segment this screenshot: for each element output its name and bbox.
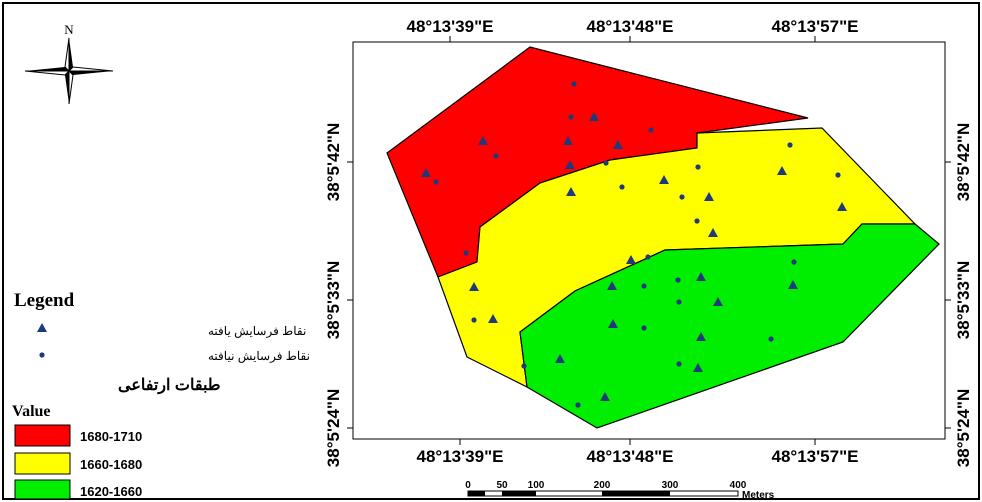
lon-label-top-1: 48°13'39"E — [407, 17, 494, 36]
eroded-point-marker — [589, 112, 599, 121]
lat-label-left-1: 38°5'42"N — [324, 123, 343, 201]
scale-tick-200: 200 — [594, 480, 611, 491]
lat-label-right-2: 38°5'33"N — [954, 261, 973, 339]
non-eroded-point-marker — [787, 142, 793, 148]
elevation-zones — [386, 46, 940, 429]
legend-class-low: 1620-1660 — [80, 484, 142, 499]
eroded-point-marker — [613, 140, 623, 149]
triangle-icon — [37, 323, 47, 332]
eroded-point-marker — [659, 175, 669, 184]
eroded-point-marker — [555, 354, 565, 363]
lon-label-bottom-2: 48°13'48"E — [587, 447, 674, 466]
eroded-points — [421, 112, 847, 401]
longitude-labels-bottom: 48°13'39"E 48°13'48"E 48°13'57"E — [417, 439, 859, 466]
legend-class-high: 1680-1710 — [80, 429, 142, 444]
lon-label-top-3: 48°13'57"E — [772, 17, 859, 36]
non-eroded-point-marker — [675, 277, 681, 283]
eroded-point-marker — [837, 202, 847, 211]
non-eroded-point-marker — [768, 336, 774, 342]
non-eroded-point-marker — [641, 283, 647, 289]
scale-tick-0: 0 — [465, 480, 471, 491]
legend-not-found-label: نقاط فرسایش نیافته — [208, 349, 310, 363]
non-eroded-point-marker — [433, 179, 439, 185]
non-eroded-point-marker — [619, 184, 625, 190]
zone-1620-1660 — [519, 223, 940, 429]
scale-tick-300: 300 — [662, 480, 679, 491]
lat-label-left-2: 38°5'33"N — [324, 261, 343, 339]
non-eroded-point-marker — [463, 250, 469, 256]
non-eroded-point-marker — [791, 259, 797, 265]
non-eroded-point-marker — [679, 194, 685, 200]
non-eroded-point-marker — [493, 153, 499, 159]
latitude-labels-right: 38°5'42"N 38°5'33"N 38°5'24"N — [945, 123, 973, 467]
legend-swatch-mid — [14, 452, 71, 475]
eroded-point-marker — [565, 160, 575, 169]
eroded-point-marker — [608, 319, 618, 328]
longitude-labels-top: 48°13'39"E 48°13'48"E 48°13'57"E — [407, 17, 859, 42]
legend-layers-title: طبقات ارتفاعی — [118, 377, 221, 395]
eroded-point-marker — [488, 314, 498, 323]
dot-icon — [39, 352, 45, 358]
lat-label-right-3: 38°5'24"N — [954, 389, 973, 467]
eroded-point-marker — [696, 272, 706, 281]
eroded-point-marker — [600, 392, 610, 401]
scale-tick-50: 50 — [496, 480, 508, 491]
lat-label-right-1: 38°5'42"N — [954, 123, 973, 201]
latitude-labels-left: 38°5'42"N 38°5'33"N 38°5'24"N — [324, 123, 353, 467]
eroded-point-marker — [566, 187, 576, 196]
legend-title: Legend — [14, 290, 75, 311]
eroded-point-marker — [713, 297, 723, 306]
eroded-point-marker — [421, 168, 431, 177]
eroded-point-marker — [626, 255, 636, 264]
non-eroded-point-marker — [603, 160, 609, 166]
legend-found-label: نقاط فرسایش یافته — [208, 324, 306, 338]
eroded-point-marker — [469, 282, 479, 291]
scale-tick-400: 400 — [730, 480, 747, 491]
legend-class-mid: 1660-1680 — [80, 457, 142, 472]
map-frame — [352, 41, 946, 440]
eroded-point-marker — [607, 281, 617, 290]
eroded-point-marker — [696, 332, 706, 341]
lat-label-left-3: 38°5'24"N — [324, 389, 343, 467]
eroded-point-marker — [777, 166, 787, 175]
legend: Legend نقاط فرسایش یافته نقاط فرسایش نیا… — [12, 290, 310, 500]
non-eroded-point-marker — [676, 299, 682, 305]
north-arrow-icon: N — [24, 22, 114, 105]
lon-label-bottom-1: 48°13'39"E — [417, 447, 504, 466]
non-eroded-point-marker — [471, 317, 477, 323]
eroded-point-marker — [788, 280, 798, 289]
scale-units: Meters — [742, 490, 775, 501]
legend-swatch-low — [14, 479, 71, 500]
non-eroded-point-marker — [648, 127, 654, 133]
eroded-point-marker — [704, 192, 714, 201]
legend-value-label: Value — [12, 403, 51, 420]
non-eroded-point-marker — [676, 361, 682, 367]
eroded-point-marker — [693, 363, 703, 372]
non-eroded-point-marker — [571, 81, 577, 87]
north-label: N — [64, 22, 74, 37]
non-eroded-point-marker — [521, 363, 527, 369]
legend-swatch-high — [14, 424, 71, 447]
lon-label-bottom-3: 48°13'57"E — [772, 447, 859, 466]
lon-label-top-2: 48°13'48"E — [587, 17, 674, 36]
non-eroded-point-marker — [575, 402, 581, 408]
eroded-point-marker — [563, 136, 573, 145]
non-eroded-point-marker — [835, 172, 841, 178]
scale-tick-100: 100 — [528, 480, 545, 491]
non-eroded-point-marker — [695, 164, 701, 170]
non-eroded-point-marker — [694, 218, 700, 224]
eroded-point-marker — [708, 228, 718, 237]
non-eroded-point-marker — [568, 114, 574, 120]
scale-bar: 0 50 100 200 300 400 Meters — [465, 480, 774, 501]
non-eroded-point-marker — [645, 254, 651, 260]
non-eroded-points — [433, 81, 841, 408]
non-eroded-point-marker — [641, 325, 647, 331]
eroded-point-marker — [478, 136, 488, 145]
